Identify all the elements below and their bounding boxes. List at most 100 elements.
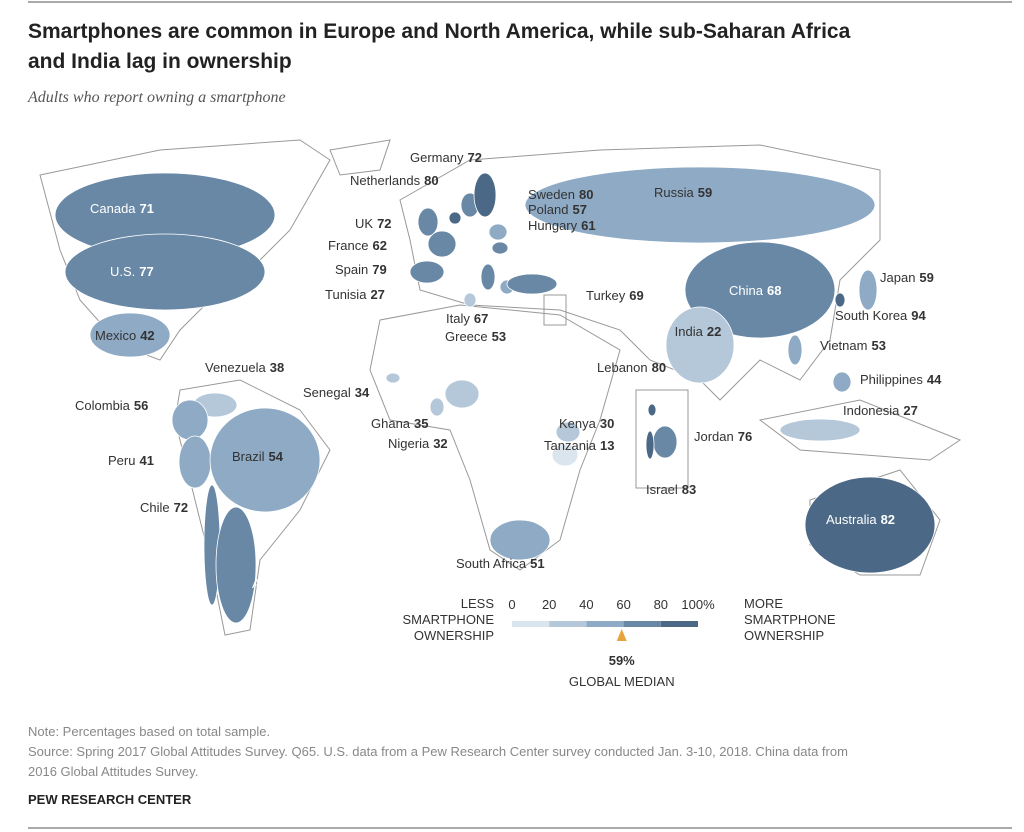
country-label: Tanzania 13 bbox=[544, 438, 615, 453]
inset-box bbox=[635, 389, 689, 489]
country-shape bbox=[409, 260, 445, 284]
country-value: 67 bbox=[474, 311, 488, 326]
legend-swatch bbox=[549, 621, 587, 627]
country-value: 27 bbox=[370, 287, 384, 302]
country-name: Chile bbox=[140, 500, 170, 515]
source-line: Source: Spring 2017 Global Attitudes Sur… bbox=[28, 744, 848, 759]
country-label: Ghana 35 bbox=[371, 416, 429, 431]
country-name: Tunisia bbox=[325, 287, 367, 302]
country-label: France 62 bbox=[328, 238, 387, 253]
country-name: France bbox=[328, 238, 368, 253]
country-value: 22 bbox=[707, 324, 721, 339]
legend-more: OWNERSHIP bbox=[744, 628, 824, 643]
country-label: India 22 bbox=[675, 324, 722, 339]
country-value: 71 bbox=[140, 201, 154, 216]
country-value: 32 bbox=[433, 436, 447, 451]
legend-tick-label: 60 bbox=[616, 597, 630, 612]
country-name: Turkey bbox=[586, 288, 626, 303]
legend-less: SMARTPHONE bbox=[403, 612, 495, 627]
brand: PEW RESEARCH CENTER bbox=[28, 792, 192, 807]
country-shape bbox=[524, 166, 876, 244]
country-label: Lebanon 80 bbox=[597, 360, 666, 375]
country-label: Mexico 42 bbox=[95, 328, 155, 343]
country-label: Australia 82 bbox=[826, 512, 895, 527]
country-shape bbox=[488, 223, 508, 241]
country-name: Israel bbox=[646, 482, 678, 497]
country-name: Germany bbox=[410, 150, 464, 165]
legend-swatch bbox=[586, 621, 624, 627]
country-value: 61 bbox=[581, 218, 595, 233]
legend-tick-label: 80 bbox=[654, 597, 668, 612]
country-name: Brazil bbox=[232, 449, 265, 464]
country-name: India bbox=[675, 324, 704, 339]
country-value: 35 bbox=[414, 416, 428, 431]
country-value: 82 bbox=[881, 512, 895, 527]
country-shape bbox=[427, 230, 457, 258]
country-name: UK bbox=[355, 216, 373, 231]
country-label: Israel 83 bbox=[646, 482, 696, 497]
country-label: Venezuela 38 bbox=[205, 360, 284, 375]
legend-swatch bbox=[623, 621, 661, 627]
legend-less: OWNERSHIP bbox=[414, 628, 494, 643]
country-value: 79 bbox=[372, 262, 386, 277]
country-shape bbox=[215, 506, 257, 624]
country-label: South Korea 94 bbox=[835, 308, 927, 323]
country-name: Italy bbox=[446, 311, 470, 326]
country-name: Greece bbox=[445, 329, 488, 344]
country-label: Chile 72 bbox=[140, 500, 188, 515]
country-name: Tanzania bbox=[544, 438, 597, 453]
legend-less: LESS bbox=[461, 596, 495, 611]
country-value: 65 bbox=[312, 576, 326, 591]
country-name: Poland bbox=[528, 202, 568, 217]
country-shape bbox=[448, 211, 462, 225]
country-name: U.S. bbox=[110, 264, 135, 279]
country-label: Peru 41 bbox=[108, 453, 154, 468]
country-value: 51 bbox=[530, 556, 544, 571]
country-name: South Korea bbox=[835, 308, 908, 323]
country-label: Vietnam 53 bbox=[820, 338, 886, 353]
country-value: 56 bbox=[134, 398, 148, 413]
country-shape bbox=[779, 418, 861, 442]
country-name: Vietnam bbox=[820, 338, 867, 353]
country-value: 72 bbox=[377, 216, 391, 231]
country-shape bbox=[858, 269, 878, 311]
country-value: 80 bbox=[424, 173, 438, 188]
country-value: 44 bbox=[927, 372, 942, 387]
country-name: Venezuela bbox=[205, 360, 266, 375]
country-name: Peru bbox=[108, 453, 135, 468]
country-value: 83 bbox=[682, 482, 696, 497]
country-name: China bbox=[729, 283, 764, 298]
country-shape bbox=[555, 421, 581, 443]
country-label: Spain 79 bbox=[335, 262, 387, 277]
legend-more: MORE bbox=[744, 596, 783, 611]
country-shape bbox=[171, 399, 209, 441]
country-name: Hungary bbox=[528, 218, 578, 233]
country-value: 59 bbox=[698, 185, 712, 200]
country-value: 38 bbox=[270, 360, 284, 375]
country-name: Russia bbox=[654, 185, 695, 200]
country-name: Argentina bbox=[252, 576, 308, 591]
country-label: Nigeria 32 bbox=[388, 436, 448, 451]
country-shape bbox=[832, 371, 852, 393]
median-marker bbox=[616, 629, 627, 641]
country-shape bbox=[473, 172, 497, 218]
country-value: 54 bbox=[269, 449, 284, 464]
country-shape bbox=[804, 476, 936, 574]
country-value: 59 bbox=[919, 270, 933, 285]
country-shape bbox=[64, 233, 266, 311]
country-name: Australia bbox=[826, 512, 877, 527]
country-name: Senegal bbox=[303, 385, 351, 400]
country-name: Kenya bbox=[559, 416, 597, 431]
legend-swatch bbox=[512, 621, 550, 627]
country-value: 72 bbox=[467, 150, 481, 165]
country-shape bbox=[551, 443, 579, 467]
country-shape bbox=[444, 379, 480, 409]
country-value: 53 bbox=[492, 329, 506, 344]
source-line: 2016 Global Attitudes Survey. bbox=[28, 764, 198, 779]
country-shape bbox=[647, 403, 657, 417]
country-value: 94 bbox=[911, 308, 926, 323]
legend-tick-label: 100% bbox=[681, 597, 715, 612]
country-shape bbox=[489, 519, 551, 561]
country-name: South Africa bbox=[456, 556, 527, 571]
